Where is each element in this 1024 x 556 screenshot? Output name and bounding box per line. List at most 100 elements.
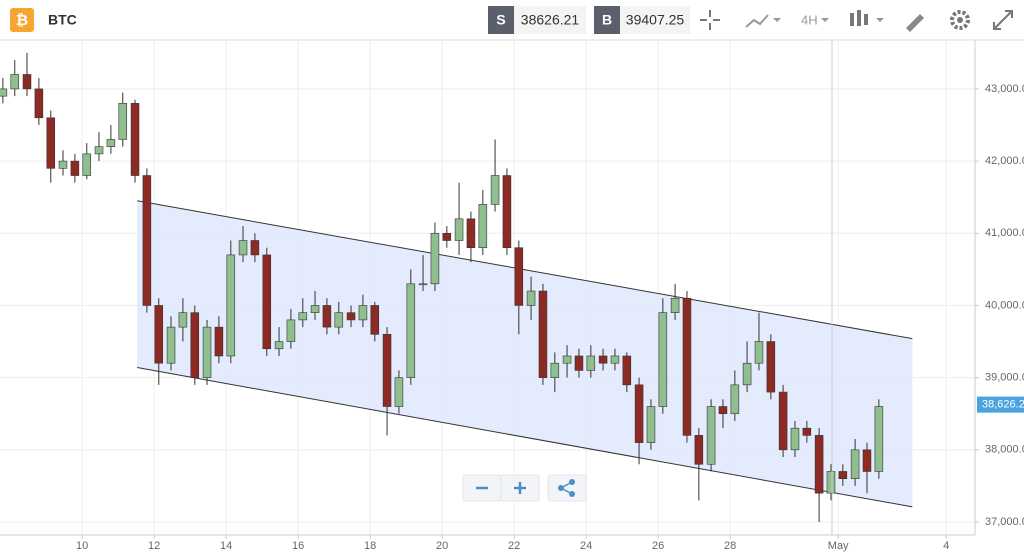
candle-body xyxy=(238,240,248,256)
candle-body xyxy=(418,283,428,286)
candle-body xyxy=(394,377,404,407)
draw-button[interactable] xyxy=(906,14,924,32)
candle-body xyxy=(82,153,92,176)
candle-body xyxy=(766,341,776,393)
candle-body xyxy=(34,88,44,119)
candle-body xyxy=(562,355,572,364)
sell-label-bg xyxy=(488,6,514,34)
candle-body xyxy=(778,391,788,451)
y-tick-label: 42,000.00 xyxy=(985,155,1024,167)
channel-line xyxy=(137,367,913,508)
crosshair-button[interactable] xyxy=(700,10,720,30)
x-tick-label: 22 xyxy=(508,540,520,552)
zoom-out-button[interactable] xyxy=(462,474,502,502)
candle-body xyxy=(130,103,140,176)
candle-body xyxy=(694,435,704,465)
candle-body xyxy=(454,218,464,241)
sell-label: S xyxy=(496,12,505,28)
candle-body xyxy=(682,297,692,436)
candle-body xyxy=(718,406,728,415)
candle-body xyxy=(838,471,848,479)
candle-body xyxy=(490,175,500,205)
buy-label: B xyxy=(602,12,612,28)
candle-style-button[interactable] xyxy=(850,10,884,26)
candle-body xyxy=(262,254,272,350)
chart-type-button[interactable] xyxy=(745,14,781,28)
last-price-label: 38,626.21 xyxy=(982,399,1024,411)
toolbar: ₿ BTC S 38626.21 B 39407.25 4H xyxy=(0,0,1024,41)
candle-body xyxy=(154,305,164,364)
candle-body xyxy=(370,305,380,335)
sell-button[interactable]: S 38626.21 xyxy=(488,6,586,34)
y-tick-label: 37,000.00 xyxy=(985,516,1024,528)
candle-body xyxy=(250,240,260,256)
candle-body xyxy=(142,175,152,306)
x-tick-label: May xyxy=(828,540,849,552)
candle-body xyxy=(850,449,860,479)
candle-body xyxy=(754,341,764,364)
btc-icon xyxy=(10,8,34,32)
candle-body xyxy=(118,103,128,140)
x-tick-label: 10 xyxy=(76,540,88,552)
candle-body xyxy=(538,290,548,378)
candle-body xyxy=(22,74,32,90)
buy-button[interactable]: B 39407.25 xyxy=(594,6,690,34)
candle-body xyxy=(46,117,56,169)
candle-body xyxy=(202,326,212,378)
y-tick-label: 43,000.00 xyxy=(985,83,1024,95)
candle-body xyxy=(730,384,740,415)
x-tick-label: 4 xyxy=(943,540,949,552)
candle-body xyxy=(862,449,872,472)
x-tick-label: 14 xyxy=(220,540,232,552)
buy-price-bg xyxy=(620,6,690,34)
last-price-box xyxy=(977,396,1024,413)
candle-body xyxy=(70,160,80,176)
candle-body xyxy=(358,305,368,321)
interval-button[interactable]: 4H xyxy=(801,12,829,27)
candle-body xyxy=(478,204,488,249)
candle-body xyxy=(346,312,356,321)
y-tick-label: 38,000.00 xyxy=(985,444,1024,456)
candle-body xyxy=(610,355,620,364)
candle-body xyxy=(646,406,656,443)
candle-body xyxy=(382,334,392,407)
plot-area xyxy=(0,40,975,535)
buy-label-bg xyxy=(594,6,620,34)
settings-button[interactable] xyxy=(950,10,970,30)
candle-body xyxy=(514,247,524,306)
channel-line xyxy=(137,200,913,340)
candle-body xyxy=(466,218,476,249)
btc-icon-glyph: ₿ xyxy=(16,12,28,29)
candle-body xyxy=(802,427,812,436)
candle-body xyxy=(406,283,416,378)
candle-body xyxy=(430,232,440,285)
y-tick-label: 41,000.00 xyxy=(985,227,1024,239)
candle-body xyxy=(94,146,104,155)
candle-body xyxy=(178,312,188,328)
buy-price: 39407.25 xyxy=(626,12,685,28)
zoom-in-button[interactable] xyxy=(500,474,540,502)
candle-body xyxy=(334,312,344,328)
interval: 4H xyxy=(801,12,818,27)
share-button[interactable] xyxy=(547,474,587,502)
candle-body xyxy=(814,435,824,494)
candle-body xyxy=(826,471,836,494)
sell-price: 38626.21 xyxy=(521,12,580,28)
candle-body xyxy=(634,384,644,443)
candle-body xyxy=(874,406,884,472)
x-tick-label: 28 xyxy=(724,540,736,552)
candle-body xyxy=(526,290,536,306)
candle-body xyxy=(658,312,668,407)
candle-body xyxy=(286,319,296,342)
candle-body xyxy=(106,139,116,147)
candle-body xyxy=(550,362,560,378)
x-tick-label: 16 xyxy=(292,540,304,552)
candle-body xyxy=(190,312,200,378)
candle-body xyxy=(670,297,680,313)
fullscreen-button[interactable] xyxy=(993,10,1013,30)
x-tick-label: 26 xyxy=(652,540,664,552)
x-tick-label: 18 xyxy=(364,540,376,552)
candle-body xyxy=(442,232,452,241)
